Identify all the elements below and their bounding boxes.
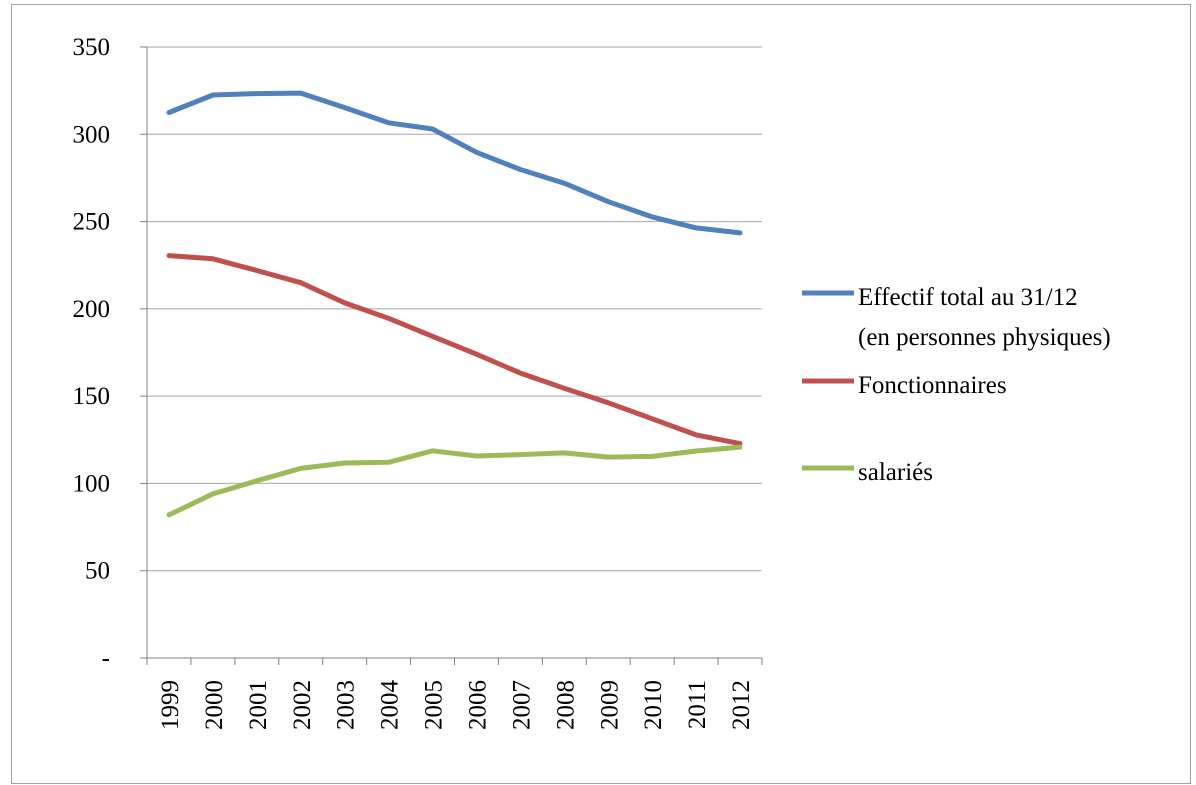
series-line-1 (166, 90, 743, 236)
x-tick-label: 2000 (201, 680, 228, 730)
legend: Effectif total au 31/12 (en personnes phy… (802, 284, 1111, 486)
y-tick-label: 200 (73, 296, 111, 323)
x-tick-label: 2010 (640, 680, 667, 730)
y-tick-label: 50 (85, 558, 110, 585)
x-tick-label: 2001 (245, 680, 272, 730)
gridlines (147, 46, 762, 572)
x-tick-label: 2002 (289, 680, 316, 730)
x-tick-label: 1999 (157, 680, 184, 730)
x-tick-label: 2011 (684, 680, 711, 729)
y-tick-label: 300 (73, 121, 111, 148)
series-line-3 (166, 444, 743, 518)
series-line-2 (166, 253, 743, 447)
x-tick-label: 2003 (333, 680, 360, 730)
y-tick-label: - (102, 645, 110, 672)
y-tick-labels: - 50 100 150 200 250 300 350 (73, 34, 111, 672)
legend-label: (en personnes physiques) (858, 324, 1111, 351)
x-tick-label: 2012 (728, 680, 755, 730)
x-tick-label: 2006 (464, 680, 491, 730)
x-tick-labels: 1999 2000 2001 2002 2003 2004 2005 2006 2007 2008… (157, 680, 755, 731)
x-tick-label: 2004 (377, 680, 404, 731)
chart-frame: - 50 100 150 200 250 300 350 1999 2000 2001 2002 20… (11, 4, 1191, 784)
x-tick-label: 2005 (421, 680, 448, 730)
x-tick-label: 2007 (508, 680, 535, 730)
axes (140, 46, 763, 665)
y-tick-label: 250 (73, 209, 111, 236)
y-tick-label: 150 (73, 383, 111, 410)
legend-label: Fonctionnaires (858, 372, 1007, 399)
series-lines (166, 90, 743, 518)
y-tick-label: 350 (73, 34, 111, 61)
y-tick-label: 100 (73, 470, 111, 497)
legend-label: salariés (858, 459, 933, 486)
legend-label: Effectif total au 31/12 (858, 284, 1078, 311)
x-tick-label: 2008 (552, 680, 579, 730)
line-chart: - 50 100 150 200 250 300 350 1999 2000 2001 2002 20… (73, 34, 1111, 731)
x-tick-label: 2009 (596, 680, 623, 730)
